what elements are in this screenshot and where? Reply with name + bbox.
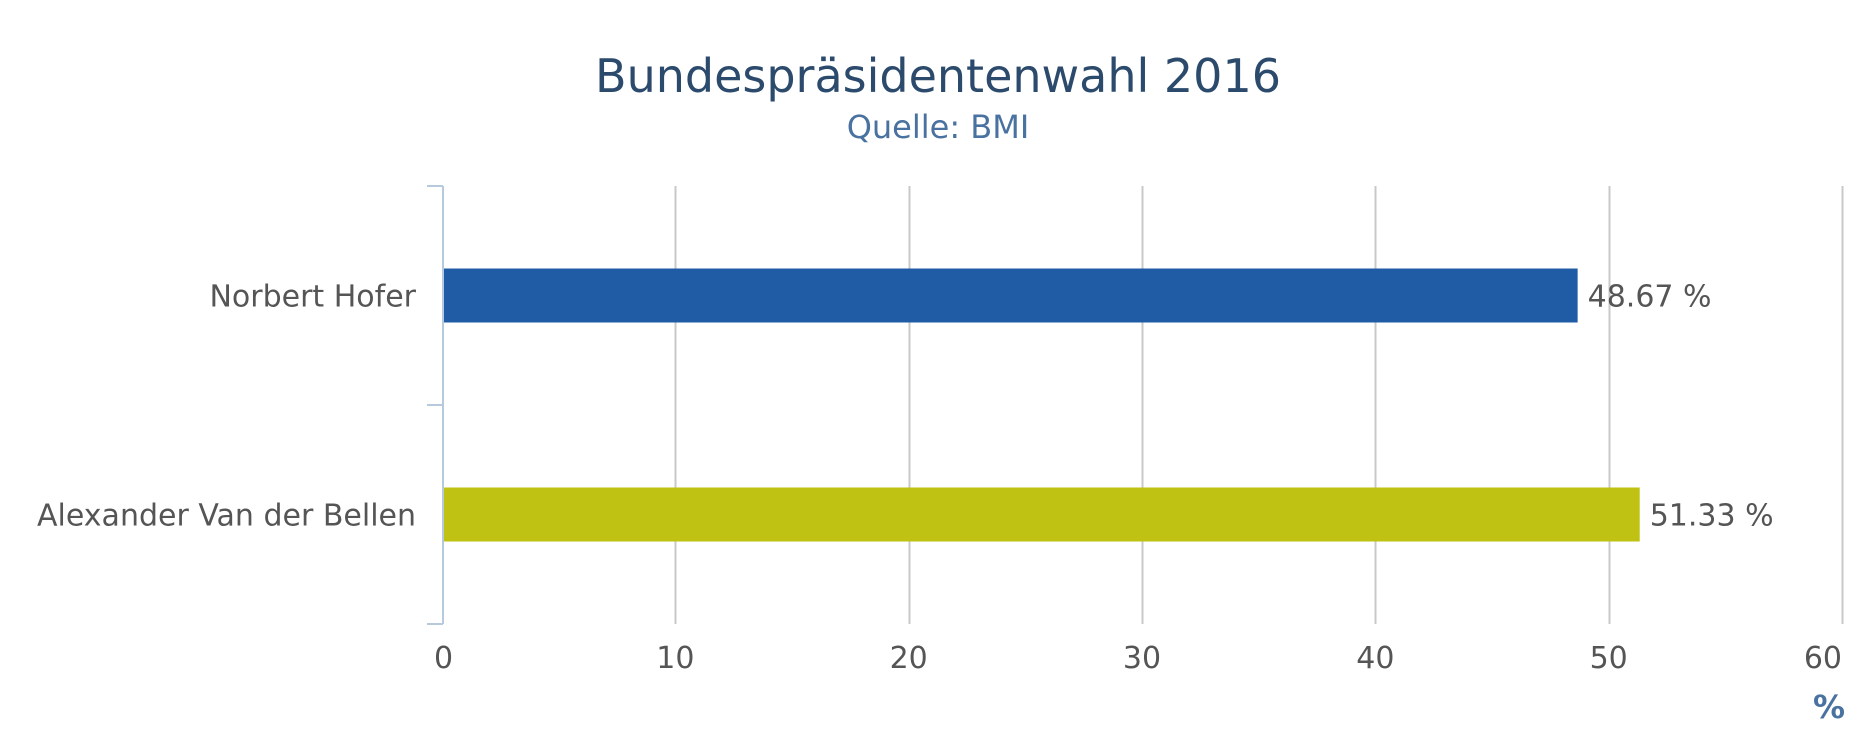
category-labels: Norbert Hofer Alexander Van der Bellen <box>37 280 417 534</box>
data-label: 51.33 % <box>1650 499 1774 534</box>
gridlines <box>674 186 1844 624</box>
chart-subtitle: Quelle: BMI <box>847 108 1030 146</box>
tick-label-30: 30 <box>1123 641 1161 676</box>
tick-label-0: 0 <box>434 641 453 676</box>
category-axis <box>427 185 444 625</box>
chart-title: Bundespräsidentenwahl 2016 <box>595 49 1281 103</box>
category-label: Alexander Van der Bellen <box>37 499 416 534</box>
bar-alexander-van-der-bellen <box>444 487 1640 542</box>
value-axis-ticks: 0 10 20 30 40 50 60 <box>434 641 1842 676</box>
tick-label-10: 10 <box>656 641 694 676</box>
tick-label-40: 40 <box>1356 641 1394 676</box>
tick-label-50: 50 <box>1590 641 1628 676</box>
tick-label-20: 20 <box>890 641 928 676</box>
tick-label-60: 60 <box>1804 641 1842 676</box>
bar-series <box>444 268 1640 542</box>
data-labels: 48.67 % 51.33 % <box>1588 280 1774 534</box>
bar-norbert-hofer <box>444 268 1578 323</box>
value-axis-title: % <box>1813 688 1845 726</box>
category-label: Norbert Hofer <box>209 280 416 315</box>
data-label: 48.67 % <box>1588 280 1712 315</box>
